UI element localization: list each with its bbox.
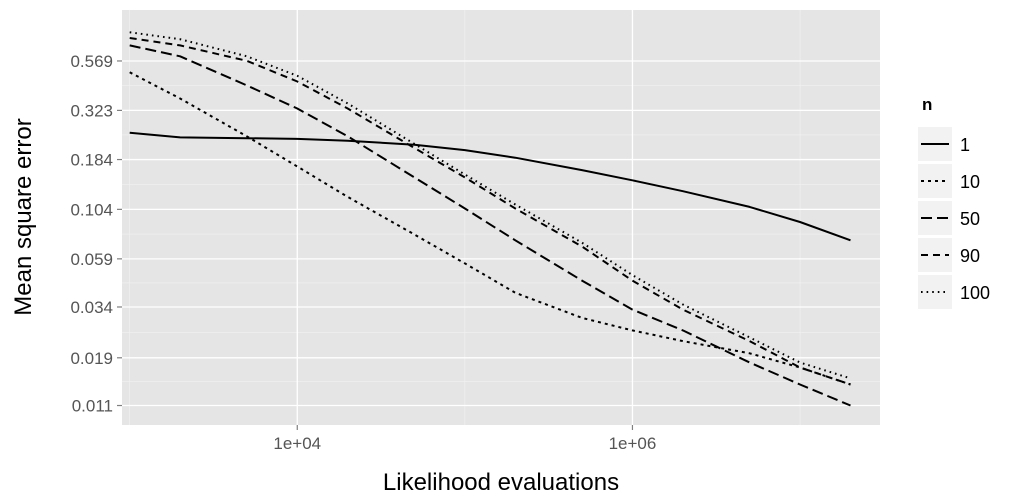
x-axis: 1e+04 1e+06 xyxy=(273,425,656,453)
legend-label: 10 xyxy=(960,172,980,192)
legend: n 1 10 50 90 100 xyxy=(918,95,990,309)
y-tick-label: 0.569 xyxy=(70,52,113,71)
grid-minor xyxy=(122,10,880,425)
series-line-n-90 xyxy=(129,37,851,386)
series-layer xyxy=(129,31,851,407)
y-tick-label: 0.011 xyxy=(72,397,113,416)
legend-key-box xyxy=(918,275,952,309)
series-line-n-10 xyxy=(129,71,851,386)
series-line-n-50 xyxy=(129,44,851,407)
legend-label: 90 xyxy=(960,246,980,266)
legend-label: 100 xyxy=(960,283,990,303)
y-tick-label: 0.104 xyxy=(70,200,113,219)
legend-label: 50 xyxy=(960,209,980,229)
y-tick-label: 0.323 xyxy=(70,101,113,120)
x-tick-label: 1e+06 xyxy=(609,434,657,453)
y-axis-title: Mean square error xyxy=(10,118,37,315)
series-line-n-1 xyxy=(129,131,851,242)
y-axis: 0.569 0.323 0.184 0.104 0.059 0.034 0.019 0.011 xyxy=(70,52,122,416)
y-tick-label: 0.019 xyxy=(70,349,113,368)
series-line-n-100 xyxy=(129,31,851,380)
y-tick-label: 0.059 xyxy=(70,250,113,269)
legend-title: n xyxy=(922,95,932,114)
plot-panel xyxy=(122,10,880,425)
x-tick-label: 1e+04 xyxy=(273,434,321,453)
legend-label: 1 xyxy=(960,135,970,155)
y-tick-label: 0.184 xyxy=(70,151,113,170)
y-tick-label: 0.034 xyxy=(70,298,113,317)
x-axis-title: Likelihood evaluations xyxy=(383,469,619,496)
